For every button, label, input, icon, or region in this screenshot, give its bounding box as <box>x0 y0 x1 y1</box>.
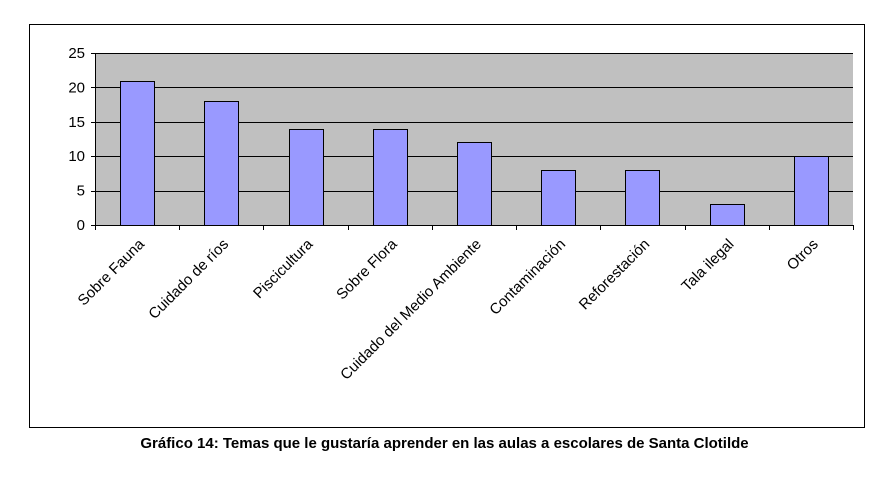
bar-3 <box>373 129 408 226</box>
x-tick-label: Reforestación <box>576 236 653 313</box>
x-tick-label: Otros <box>784 236 822 274</box>
x-tick-label: Cuidado de ríos <box>145 236 232 323</box>
y-tick-label: 5 <box>77 183 85 200</box>
bar-0 <box>120 81 155 226</box>
y-tick-label: 25 <box>68 45 85 62</box>
x-tick-label: Sobre Flora <box>333 235 401 303</box>
bar-4 <box>457 142 492 226</box>
y-tick-label: 20 <box>68 79 85 96</box>
x-tick-label: Cuidado del Medio Ambiente <box>337 236 485 384</box>
bar-7 <box>710 204 745 226</box>
y-tick-label: 15 <box>68 114 85 131</box>
bar-6 <box>625 170 660 226</box>
x-tick-label: Sobre Fauna <box>75 235 149 309</box>
y-axis-ticks: 0 5 10 15 20 25 <box>68 45 85 234</box>
x-tick-label: Contaminación <box>486 236 569 319</box>
bar-2 <box>289 129 324 226</box>
bar-8 <box>794 156 829 226</box>
chart-caption: Gráfico 14: Temas que le gustaría aprend… <box>140 435 749 452</box>
bar-5 <box>541 170 576 226</box>
bar-1 <box>204 101 239 226</box>
axes <box>91 53 854 230</box>
y-tick-label: 0 <box>77 217 85 234</box>
bars <box>120 81 829 226</box>
x-tick-label: Tala ilegal <box>678 236 737 295</box>
y-tick-label: 10 <box>68 148 85 165</box>
x-tick-label: Piscicultura <box>250 235 317 302</box>
